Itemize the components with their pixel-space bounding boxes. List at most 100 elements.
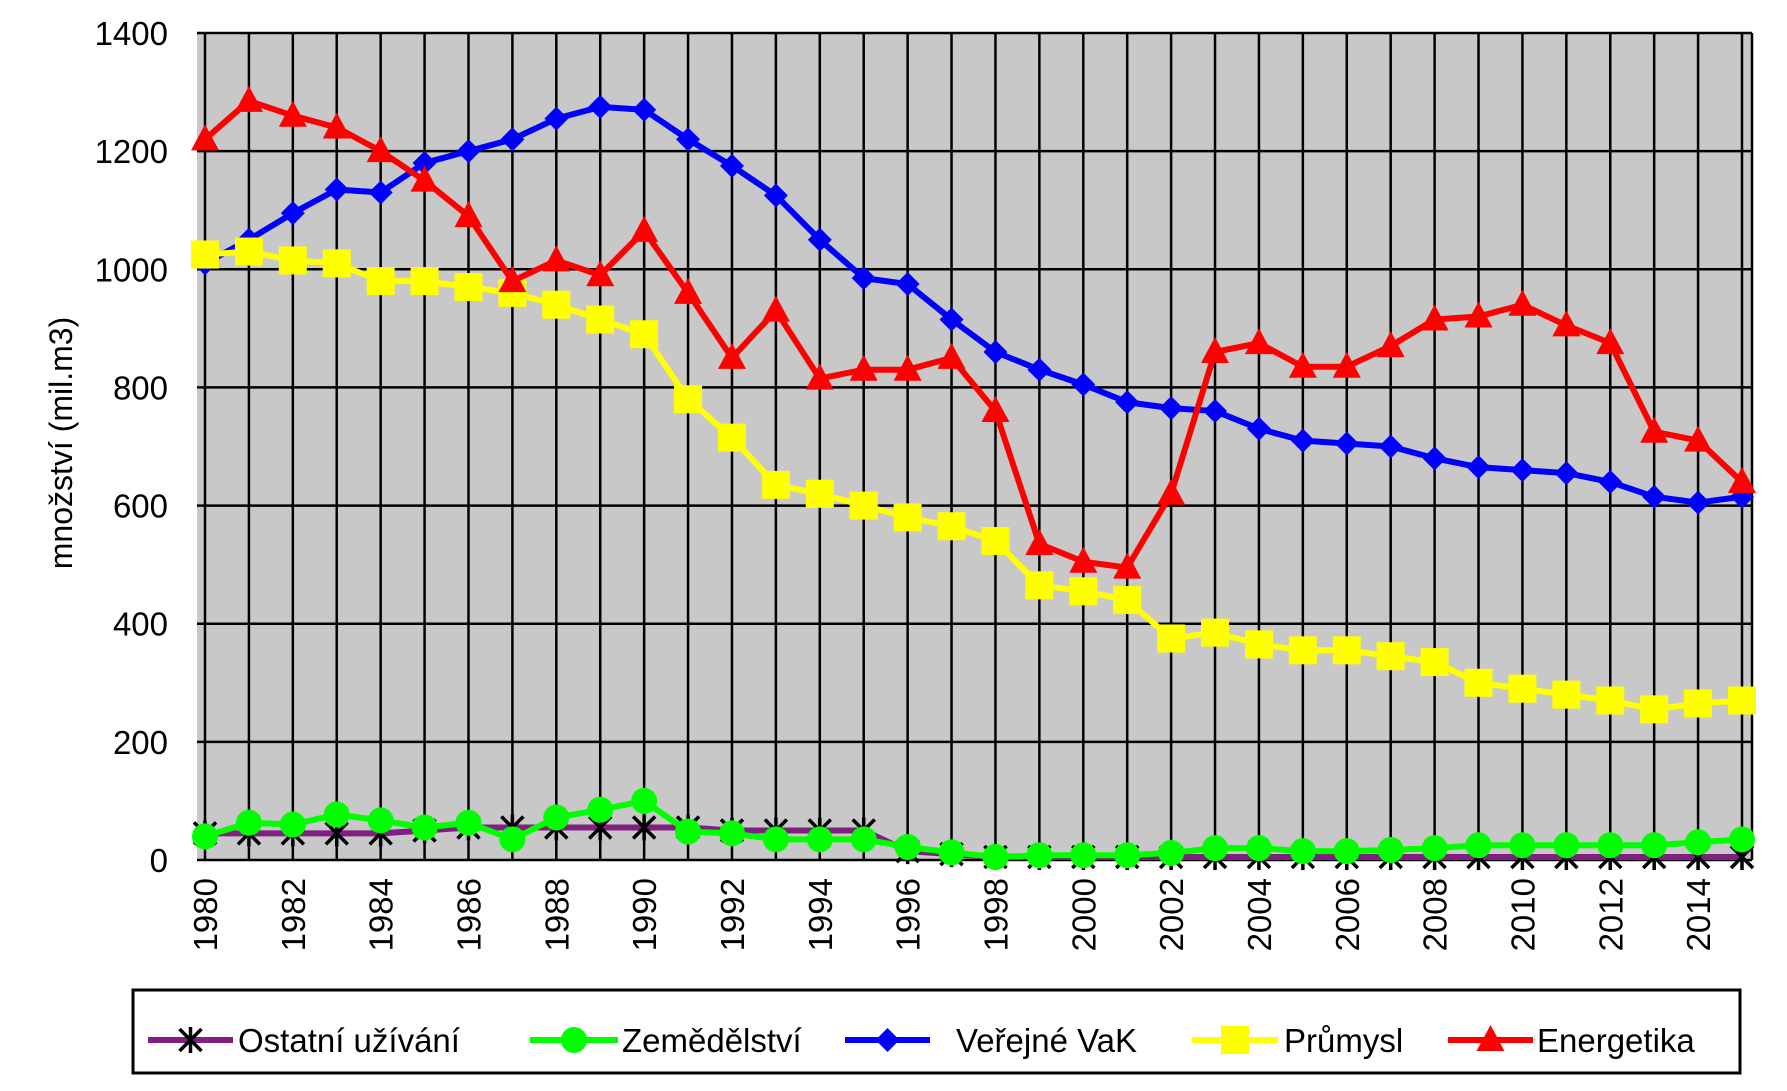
data-point [675, 818, 702, 845]
data-point [412, 150, 437, 175]
data-point [1113, 552, 1142, 579]
legend-item: Ostatní užívání [148, 1022, 460, 1059]
data-point [1288, 351, 1317, 378]
data-point [542, 245, 571, 272]
x-tick-label: 1988 [538, 878, 575, 951]
series-diamond [193, 94, 1754, 515]
series-line [203, 97, 1745, 571]
data-point [587, 796, 614, 823]
data-point [324, 177, 349, 202]
data-point [544, 106, 569, 131]
data-point [1553, 832, 1580, 859]
data-point [500, 127, 525, 152]
data-point [1685, 829, 1712, 856]
data-point [456, 139, 481, 164]
data-point [631, 814, 657, 841]
data-point [1026, 842, 1053, 869]
data-point [1333, 838, 1360, 865]
data-point [1421, 835, 1448, 862]
data-point [366, 136, 395, 163]
data-point [1597, 832, 1624, 859]
data-point [981, 396, 1010, 423]
data-point [367, 807, 394, 834]
data-point [937, 512, 966, 541]
data-point [1596, 328, 1625, 355]
data-point [411, 814, 438, 841]
data-point [631, 787, 658, 814]
y-axis-tick-labels: 0 200 400 600 800 1000 1200 1400 [95, 15, 168, 879]
data-point [1554, 461, 1579, 486]
data-point [499, 826, 526, 853]
data-point [893, 354, 922, 381]
x-tick-label: 1994 [802, 878, 839, 951]
data-point [1377, 836, 1404, 863]
data-point [1245, 835, 1272, 862]
data-point [632, 97, 657, 122]
data-point [983, 339, 1008, 364]
data-point [1159, 396, 1184, 421]
data-point [1288, 636, 1317, 665]
data-point [805, 363, 834, 390]
x-tick-label: 2000 [1065, 878, 1102, 951]
data-point [763, 183, 788, 208]
legend-label: Veřejné VaK [956, 1022, 1137, 1059]
data-point [1332, 351, 1361, 378]
legend-marker [561, 1027, 587, 1053]
data-point [278, 100, 307, 127]
x-tick-label: 1990 [626, 878, 663, 951]
data-point [630, 215, 659, 242]
vertical-gridlines [203, 33, 1754, 860]
legend-marker [875, 1028, 900, 1052]
data-point [939, 307, 964, 332]
data-point [674, 277, 703, 304]
data-point [280, 201, 305, 226]
data-point [1420, 648, 1449, 677]
data-point [1157, 478, 1186, 505]
data-point [588, 94, 613, 119]
data-point [1113, 586, 1142, 615]
data-point [234, 237, 263, 266]
data-point [805, 479, 834, 508]
data-point [586, 305, 615, 334]
data-point [586, 260, 615, 287]
y-tick-label: 1200 [95, 133, 168, 170]
data-point [674, 385, 703, 414]
data-point [1334, 431, 1359, 456]
legend-label: Zemědělství [622, 1022, 802, 1059]
data-point [1598, 469, 1623, 494]
data-point [1686, 490, 1711, 515]
data-point [1376, 642, 1405, 671]
legend-label: Průmysl [1284, 1022, 1403, 1059]
data-point [1201, 336, 1230, 363]
data-point [717, 423, 746, 452]
data-point [1509, 832, 1536, 859]
data-point [323, 801, 350, 828]
data-point [850, 826, 877, 853]
data-point [676, 127, 701, 152]
plot-area [197, 33, 1752, 860]
series-triangle [191, 85, 1756, 579]
data-point [235, 809, 262, 836]
data-point [1115, 390, 1140, 415]
data-point [895, 272, 920, 297]
data-point [982, 844, 1009, 871]
data-point [1466, 455, 1491, 480]
data-point [1069, 577, 1098, 606]
data-point [1246, 416, 1271, 441]
data-point [278, 246, 307, 275]
data-point [191, 240, 219, 269]
data-point [719, 153, 744, 178]
legend-box [131, 988, 1742, 1075]
y-axis-label: množství (mil.m3) [43, 317, 79, 569]
data-point [1114, 842, 1141, 869]
x-axis-tick-labels: 1980 1982 1984 1986 1988 1990 1992 1994 1996 1998… [187, 878, 1717, 951]
x-tick-label: 2010 [1504, 878, 1541, 951]
y-tick-label: 600 [113, 488, 168, 525]
data-point [1025, 528, 1054, 555]
data-point [1552, 680, 1581, 709]
series-group [191, 85, 1756, 871]
legend-item: Veřejné VaK [845, 1022, 1137, 1059]
data-point [1642, 484, 1667, 509]
x-tick-label: 2012 [1592, 878, 1629, 951]
